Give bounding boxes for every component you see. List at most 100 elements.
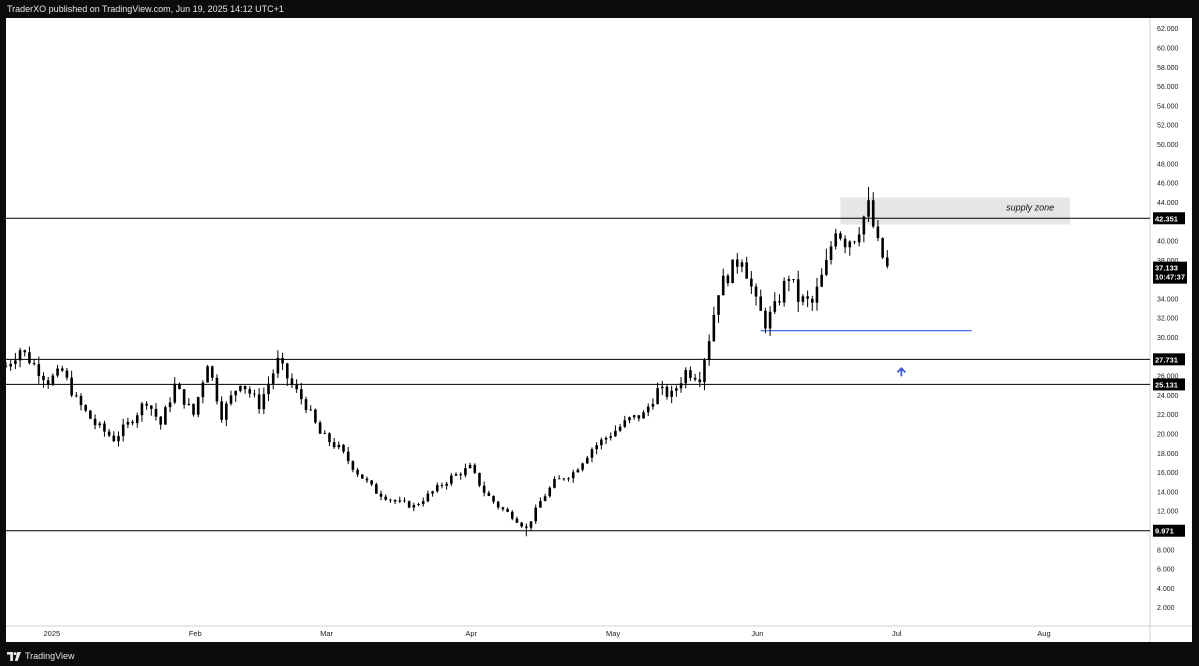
candle-body: [750, 278, 753, 287]
candle-body: [857, 234, 861, 243]
candle-body: [881, 238, 884, 258]
candle-body: [121, 424, 125, 437]
candle-body: [107, 431, 111, 436]
price-chart[interactable]: 2.0004.0006.0008.00010.00012.00014.00016…: [6, 18, 1192, 642]
candle-body: [623, 420, 627, 427]
candle-body: [628, 417, 631, 421]
candle-body: [328, 433, 331, 443]
candle-body: [820, 274, 823, 287]
candle-body: [576, 469, 580, 473]
candle-body: [417, 504, 420, 506]
candle-body: [778, 301, 781, 303]
candle-body: [581, 463, 584, 470]
level-badge-label: 9.971: [1155, 527, 1174, 536]
candle-body: [435, 485, 439, 492]
candle-body: [717, 295, 720, 315]
level-badge: [1153, 524, 1185, 537]
candle-body: [281, 357, 284, 364]
y-tick-label: 54.000: [1157, 103, 1179, 110]
candle-body: [553, 479, 556, 488]
candle-body: [403, 500, 406, 502]
y-tick-label: 2.000: [1157, 605, 1175, 612]
candle-body: [782, 281, 786, 303]
candle-body: [356, 469, 359, 475]
candle-body: [656, 388, 659, 404]
x-tick-label: Feb: [189, 629, 202, 638]
candle-body: [370, 480, 373, 485]
candle-body: [885, 257, 889, 267]
candle-body: [393, 500, 397, 502]
candle-body: [201, 382, 205, 398]
candle-body: [557, 478, 561, 480]
candle-body: [168, 402, 172, 408]
x-tick-label: Jun: [751, 629, 763, 638]
candle-body: [646, 406, 650, 413]
candle-body: [651, 403, 655, 407]
candle-body: [731, 259, 734, 284]
candle-body: [154, 408, 158, 417]
y-tick-label: 62.000: [1157, 26, 1179, 33]
candle-body: [14, 360, 17, 364]
candle-body: [815, 286, 819, 303]
candle-body: [525, 526, 528, 528]
chart-area[interactable]: 2.0004.0006.0008.00010.00012.00014.00016…: [6, 18, 1192, 642]
candle-body: [285, 363, 289, 379]
candle-body: [234, 390, 237, 396]
level-badge-label: 25.131: [1155, 380, 1178, 389]
candle-body: [70, 377, 73, 396]
up-arrow-head-icon: [896, 367, 906, 373]
candle-body: [389, 499, 392, 501]
candle-body: [248, 389, 252, 394]
candle-body: [46, 380, 50, 385]
candle-body: [89, 410, 92, 419]
candle-body: [670, 390, 673, 397]
candle-body: [745, 262, 748, 279]
candle-body: [787, 279, 791, 282]
candle-body: [79, 395, 83, 406]
candle-body: [398, 500, 402, 502]
level-badge: [1153, 212, 1185, 225]
candle-body: [323, 433, 327, 435]
candle-body: [6, 366, 8, 368]
countdown-label: 10:47:37: [1155, 273, 1185, 282]
candle-body: [839, 233, 842, 239]
y-tick-label: 34.000: [1157, 296, 1179, 303]
candle-body: [257, 394, 261, 410]
y-tick-label: 48.000: [1157, 161, 1179, 168]
candle-body: [595, 445, 598, 450]
candle-body: [28, 352, 31, 364]
y-tick-label: 50.000: [1157, 142, 1179, 149]
candle-body: [712, 314, 716, 342]
candle-body: [253, 393, 256, 395]
supply-zone-label: supply zone: [1006, 203, 1054, 213]
candle-body: [684, 370, 688, 384]
candle-body: [262, 394, 266, 410]
candle-body: [440, 485, 444, 486]
candle-body: [346, 451, 350, 462]
candle-body: [454, 474, 458, 476]
candle-body: [665, 386, 669, 397]
candle-body: [164, 407, 167, 425]
y-tick-label: 8.000: [1157, 547, 1175, 554]
candle-body: [590, 449, 594, 458]
candle-body: [112, 435, 116, 442]
candle-body: [768, 311, 772, 329]
candle-body: [93, 418, 97, 426]
candle-body: [876, 226, 880, 239]
candle-body: [145, 403, 148, 406]
candle-body: [332, 442, 336, 448]
candle-body: [534, 507, 538, 522]
candle-body: [567, 478, 570, 480]
candle-body: [431, 491, 434, 494]
candle-body: [135, 415, 139, 424]
tradingview-logo-icon: [7, 651, 21, 661]
candle-body: [515, 518, 519, 523]
candle-body: [300, 389, 303, 400]
candle-body: [478, 472, 481, 486]
candle-body: [501, 507, 505, 510]
footer: TradingView: [0, 646, 1199, 666]
candle-body: [351, 461, 355, 470]
candle-body: [360, 474, 364, 479]
supply-zone-box: [840, 197, 1071, 225]
candle-body: [660, 386, 664, 389]
